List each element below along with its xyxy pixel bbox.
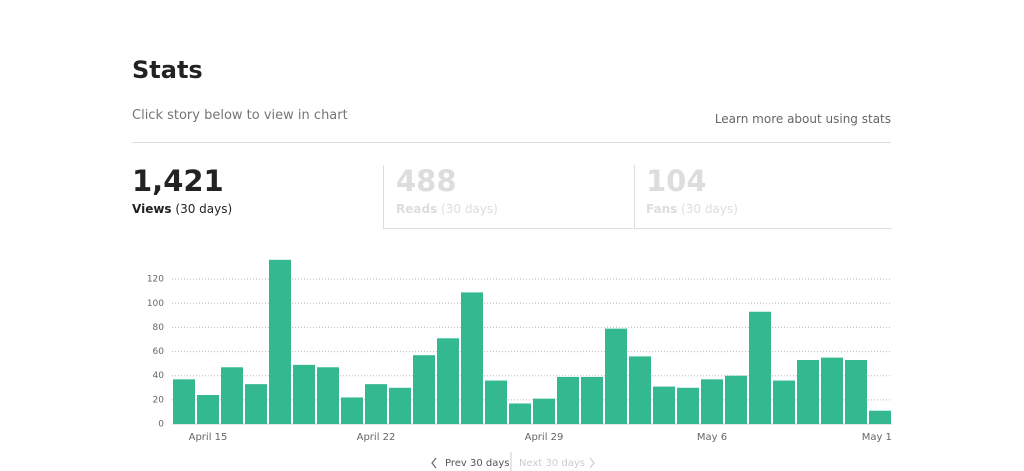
tab-period: (30 days) <box>441 202 498 216</box>
y-tick-label: 100 <box>147 299 164 309</box>
bar <box>869 410 891 424</box>
bar <box>509 403 531 424</box>
y-tick-label: 20 <box>153 395 165 405</box>
next-icon <box>589 457 595 469</box>
page-title: Stats <box>132 56 203 84</box>
tab-label: Reads <box>396 202 438 216</box>
reads-tab[interactable]: 488 Reads (30 days) <box>383 165 633 229</box>
help-link[interactable]: Learn more about using stats <box>714 112 891 126</box>
chart: Prev 30 days Next 30 days 0 20 40 60 80 100 12… <box>147 259 892 471</box>
bar <box>173 379 195 424</box>
bar <box>389 387 411 424</box>
bar <box>269 259 291 424</box>
bar <box>653 386 675 424</box>
bar <box>245 384 267 424</box>
bar <box>701 379 723 424</box>
bar <box>197 395 219 424</box>
bar <box>821 357 843 424</box>
tab-period: (30 days) <box>175 202 233 216</box>
fans-tab[interactable]: 104 Fans (30 days) <box>634 165 892 229</box>
bar <box>365 384 387 424</box>
bar <box>317 367 339 424</box>
bar <box>413 355 435 424</box>
x-tick-label: April 15 <box>189 432 228 443</box>
divider <box>132 142 891 143</box>
prev-icon <box>431 457 437 469</box>
bar <box>557 376 579 424</box>
prev-button[interactable]: Prev 30 days <box>445 458 510 469</box>
bar <box>797 360 819 424</box>
tab-value: 488 <box>396 164 457 198</box>
bar <box>581 376 603 424</box>
y-tick-label: 120 <box>147 275 164 285</box>
tab-label: Fans <box>646 202 678 216</box>
y-tick-label: 40 <box>153 371 165 381</box>
y-tick-label: 0 <box>158 420 164 430</box>
bar <box>293 364 315 424</box>
y-tick-label: 60 <box>153 347 165 357</box>
x-tick-label: May 6 <box>697 432 727 443</box>
tab-value: 104 <box>646 164 707 198</box>
bar <box>341 397 363 424</box>
tab-label: Views <box>132 202 172 216</box>
bar <box>725 375 747 424</box>
views-tab[interactable]: 1,421 Views (30 days) <box>132 165 382 229</box>
bar <box>437 338 459 424</box>
x-tick-label: April 29 <box>525 432 564 443</box>
y-tick-label: 80 <box>153 323 165 333</box>
bar <box>845 360 867 424</box>
bar <box>749 311 771 424</box>
bar <box>485 380 507 424</box>
subtitle: Click story below to view in chart <box>132 108 348 123</box>
next-button: Next 30 days <box>519 458 585 469</box>
bar <box>533 398 555 424</box>
bar <box>677 387 699 424</box>
bar <box>461 292 483 424</box>
x-tick-label: May 13 <box>862 432 892 443</box>
tab-value: 1,421 <box>132 164 224 198</box>
bar <box>221 367 243 424</box>
bar <box>773 380 795 424</box>
bar <box>629 356 651 424</box>
x-tick-label: April 22 <box>357 432 396 443</box>
bar <box>605 328 627 424</box>
tab-period: (30 days) <box>681 202 738 216</box>
